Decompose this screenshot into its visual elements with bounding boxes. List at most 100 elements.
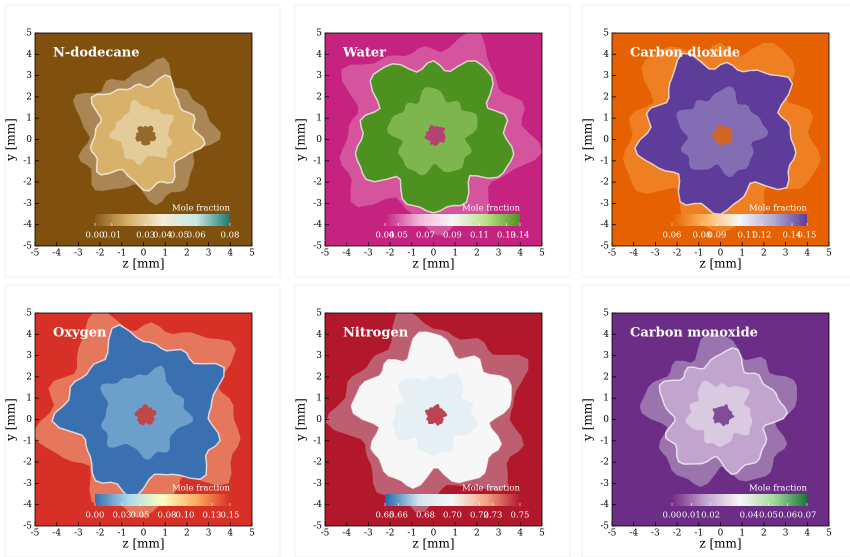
panel: -5 -4 -3 -2 -1 0 1 2 3 4 5 -5 -4 -3 -2 -1 0 1 2 3 4 5 z [mm] y … xyxy=(294,284,571,557)
field xyxy=(612,33,829,246)
y-axis-label: y [mm] xyxy=(4,398,18,442)
y-tick-label: 3 xyxy=(603,351,609,361)
y-tick-label: -5 xyxy=(600,242,609,252)
y-tick-label: 1 xyxy=(603,114,609,124)
colorbar-tick-label: 0.12 xyxy=(753,231,772,241)
colorbar-tick-label: 0.01 xyxy=(682,511,701,521)
y-tick-label: 3 xyxy=(316,71,322,81)
y-tick-label: 0 xyxy=(26,135,32,145)
x-axis-label: z [mm] xyxy=(122,257,164,271)
field xyxy=(325,313,542,526)
colorbar-tick-label: 0.05 xyxy=(170,231,189,241)
y-tick-label: 4 xyxy=(26,330,32,340)
colorbar-tick-label: 0.72 xyxy=(470,511,489,521)
y-tick-label: 2 xyxy=(603,372,609,382)
panel-title: Water xyxy=(342,46,386,61)
y-tick-label: -2 xyxy=(600,458,609,468)
x-tick-label: -4 xyxy=(52,529,61,539)
colorbar-tick-label: 0.05 xyxy=(131,511,150,521)
panel: -5 -4 -3 -2 -1 0 1 2 3 4 5 -5 -4 -3 -2 -1 0 1 2 3 4 5 z [mm] y … xyxy=(4,284,281,557)
colorbar xyxy=(672,494,807,506)
x-tick-label: 1 xyxy=(162,249,168,259)
y-tick-label: -1 xyxy=(313,436,322,446)
panel-frame xyxy=(581,4,850,278)
x-tick-label: -3 xyxy=(364,249,373,259)
y-tick-label: -4 xyxy=(313,220,322,230)
x-tick-label: 5 xyxy=(826,529,832,539)
x-tick-label: -1 xyxy=(694,529,703,539)
colorbar-tick-label: 0.04 xyxy=(740,511,759,521)
x-tick-label: 2 xyxy=(184,249,190,259)
y-tick-label: 2 xyxy=(26,92,32,102)
field xyxy=(35,33,252,246)
colorbar-tick-label: 0.00 xyxy=(86,511,105,521)
x-tick-label: 2 xyxy=(184,529,190,539)
y-tick-label: 4 xyxy=(316,50,322,60)
y-tick-label: 4 xyxy=(316,330,322,340)
x-tick-label: -4 xyxy=(342,529,351,539)
panel-title: N-dodecane xyxy=(53,46,139,61)
x-tick-label: 1 xyxy=(162,529,168,539)
colorbar-tick-label: 0.00 xyxy=(86,231,105,241)
y-tick-label: -2 xyxy=(313,458,322,468)
colorbar-tick-label: 0.08 xyxy=(693,231,712,241)
core xyxy=(134,404,157,426)
panel-title: Oxygen xyxy=(53,326,107,341)
y-tick-label: -3 xyxy=(23,479,32,489)
x-tick-label: 5 xyxy=(826,249,832,259)
colorbar-tick-label: 0.13 xyxy=(497,231,516,241)
y-tick-label: -5 xyxy=(23,522,32,532)
y-tick-label: -4 xyxy=(23,220,32,230)
colorbar-tick-label: 0.08 xyxy=(158,511,177,521)
panel-frame xyxy=(4,284,281,557)
colorbar-tick-label: 0.14 xyxy=(783,231,802,241)
colorbar-label: Mole fraction xyxy=(462,204,521,214)
y-tick-label: -3 xyxy=(313,199,322,209)
y-tick-label: -1 xyxy=(23,436,32,446)
x-tick-label: -5 xyxy=(608,249,617,259)
core xyxy=(712,404,735,427)
panel: -5 -4 -3 -2 -1 0 1 2 3 4 5 -5 -4 -3 -2 -1 0 1 2 3 4 5 z [mm] y … xyxy=(581,4,850,278)
y-tick-label: -5 xyxy=(23,242,32,252)
colorbar xyxy=(672,214,807,226)
x-tick-label: -1 xyxy=(407,249,416,259)
y-tick-label: 0 xyxy=(316,415,322,425)
x-tick-label: 4 xyxy=(517,529,523,539)
x-tick-label: 3 xyxy=(783,529,789,539)
colorbar-tick-label: 0.68 xyxy=(416,511,435,521)
x-tick-label: 5 xyxy=(539,249,545,259)
x-tick-label: 4 xyxy=(227,529,233,539)
colorbar-label: Mole fraction xyxy=(749,484,808,494)
x-tick-label: -1 xyxy=(117,249,126,259)
x-tick-label: 5 xyxy=(249,249,255,259)
x-tick-label: 0 xyxy=(141,529,147,539)
x-tick-label: 3 xyxy=(206,249,212,259)
colorbar-tick-label: 0.66 xyxy=(389,511,408,521)
colorbar-tick-label: 0.13 xyxy=(203,511,222,521)
colorbar-tick-label: 0.06 xyxy=(778,511,797,521)
x-tick-label: -3 xyxy=(364,529,373,539)
colorbar-tick-label: 0.11 xyxy=(738,231,757,241)
x-tick-label: -5 xyxy=(608,529,617,539)
y-tick-label: 5 xyxy=(26,29,32,39)
y-tick-label: -2 xyxy=(600,178,609,188)
y-axis-label: y [mm] xyxy=(294,118,308,162)
y-tick-label: -1 xyxy=(600,156,609,166)
x-tick-label: 5 xyxy=(539,529,545,539)
y-tick-label: -4 xyxy=(23,500,32,510)
x-tick-label: 3 xyxy=(206,529,212,539)
x-tick-label: -2 xyxy=(96,249,105,259)
colorbar-tick-label: 0.05 xyxy=(389,231,408,241)
panel: -5 -4 -3 -2 -1 0 1 2 3 4 5 -5 -4 -3 -2 -1 0 1 2 3 4 5 z [mm] y … xyxy=(4,4,281,278)
y-tick-label: 2 xyxy=(316,372,322,382)
x-tick-label: -4 xyxy=(629,529,638,539)
y-tick-label: -4 xyxy=(600,500,609,510)
x-tick-label: -2 xyxy=(386,529,395,539)
colorbar-tick-label: 0.09 xyxy=(708,231,727,241)
y-tick-label: -5 xyxy=(600,522,609,532)
y-tick-label: 3 xyxy=(26,71,32,81)
x-tick-label: -3 xyxy=(74,529,83,539)
colorbar-tick-label: 0.05 xyxy=(759,511,778,521)
colorbar-tick-label: 0.03 xyxy=(136,231,155,241)
